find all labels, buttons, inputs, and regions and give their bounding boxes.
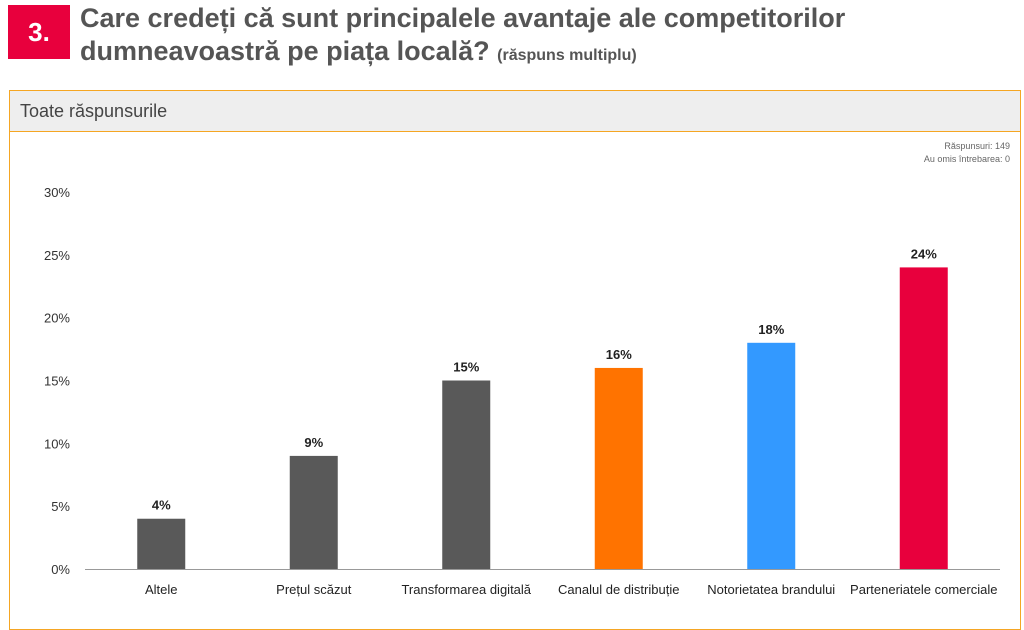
question-subtitle: (răspuns multiplu)	[497, 47, 637, 64]
data-label: 9%	[304, 435, 323, 450]
skipped-count: 0	[1004, 154, 1010, 164]
panel-header: Toate răspunsurile	[10, 91, 1020, 132]
y-tick-label: 5%	[51, 499, 70, 514]
question-number: 3.	[8, 5, 70, 59]
x-tick-label: Altele	[145, 582, 178, 597]
responses-label: Răspunsuri:	[944, 141, 993, 151]
bar	[899, 267, 948, 569]
x-tick-label: Prețul scăzut	[276, 582, 352, 597]
bar-chart: 0% 5% 10% 15% 20% 25% 30% 4% Altele 9% Prețul scăz…	[44, 185, 1000, 597]
y-tick-label: 30%	[44, 185, 70, 200]
question-title-text: Care credeți că sunt principalele avanta…	[80, 3, 846, 66]
data-label: 16%	[606, 347, 632, 362]
x-tick-label: Parteneriatele comerciale	[850, 582, 997, 597]
data-label: 4%	[152, 498, 171, 513]
x-tick-label: Transformarea digitală	[401, 582, 531, 597]
data-label: 24%	[911, 246, 937, 261]
panel-header-label: Toate răspunsurile	[20, 101, 168, 121]
x-tick-label: Notorietatea brandului	[707, 582, 835, 597]
y-tick-label: 15%	[44, 374, 70, 389]
results-panel: Toate răspunsurile	[9, 90, 1021, 630]
y-tick-label: 20%	[44, 311, 70, 326]
question-title: Care credeți că sunt principalele avanta…	[80, 2, 1010, 72]
y-tick-label: 10%	[44, 436, 70, 451]
bar	[747, 342, 796, 569]
skipped-label: Au omis întrebarea:	[923, 154, 1003, 164]
data-label: 18%	[758, 322, 784, 337]
bar	[442, 380, 491, 569]
response-stats: Răspunsuri: 149 Au omis întrebarea: 0	[924, 140, 1010, 166]
bar	[594, 367, 643, 569]
y-tick-label: 0%	[51, 562, 70, 577]
x-tick-label: Canalul de distribuție	[558, 582, 679, 597]
y-tick-label: 25%	[44, 248, 70, 263]
bar	[137, 518, 186, 569]
bar	[289, 455, 338, 569]
data-label: 15%	[453, 360, 479, 375]
responses-count: 149	[994, 141, 1010, 151]
